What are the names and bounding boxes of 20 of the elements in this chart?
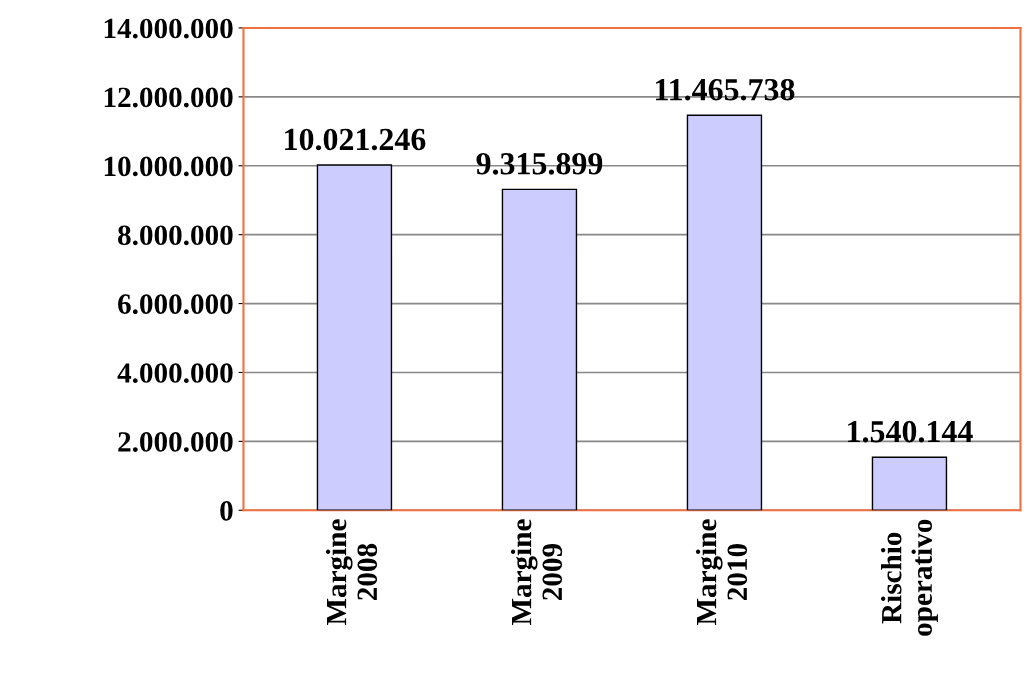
bar	[686, 114, 763, 511]
y-tick-label: 8.000.000	[118, 225, 233, 246]
bar	[871, 456, 948, 511]
data-label: 11.465.738	[656, 78, 795, 101]
y-tick-label: 10.000.000	[104, 156, 233, 177]
y-tick-label: 6.000.000	[118, 294, 233, 315]
data-label: 1.540.144	[848, 420, 973, 443]
x-tick-label: Margine 2010	[695, 519, 748, 626]
data-label: 10.021.246	[285, 128, 426, 151]
y-tick-label: 4.000.000	[117, 363, 233, 383]
y-tick-label: 12.000.000	[104, 87, 233, 108]
y-tick-label: 0	[220, 500, 233, 521]
y-tick-label: 14.000.000	[104, 18, 233, 39]
x-tick-label: Rischio operativo	[880, 519, 938, 636]
y-tick-label: 2.000.000	[118, 432, 233, 452]
x-tick-label: Margine 2008	[325, 519, 378, 626]
data-label: 9.315.899	[476, 152, 603, 175]
bar	[316, 164, 393, 511]
x-tick-label: Margine 2009	[510, 519, 563, 626]
bar	[501, 188, 578, 511]
